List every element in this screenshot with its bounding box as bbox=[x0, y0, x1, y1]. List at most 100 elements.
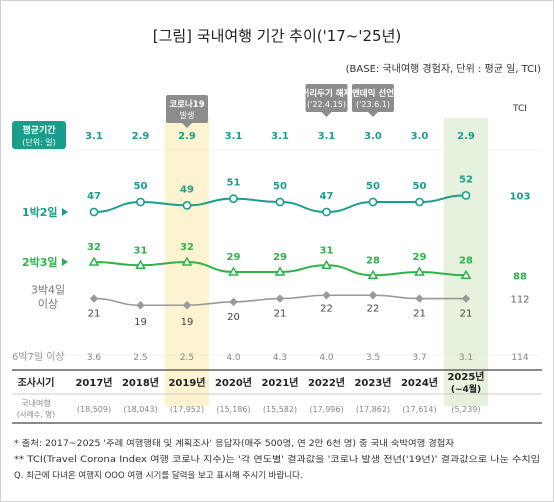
series-point bbox=[229, 194, 238, 204]
data-label: 29 bbox=[413, 252, 427, 263]
event-tag-box bbox=[166, 95, 208, 123]
series-layer: 47 50 49 51 50 47 50 50 52 1박2일 103 32 31 32 29 29 31 28 2… bbox=[22, 174, 530, 328]
x-header: 조사시기 bbox=[18, 376, 55, 389]
data-label: 50 bbox=[273, 181, 287, 192]
event-tag-pointer bbox=[321, 112, 332, 117]
series-tci: 103 bbox=[510, 191, 531, 202]
series-point bbox=[182, 200, 192, 210]
tci-header: TCI bbox=[512, 104, 527, 114]
series-point bbox=[367, 269, 379, 280]
data-label: 21 bbox=[413, 309, 426, 320]
series-point bbox=[321, 259, 332, 270]
avg-value: 3.0 bbox=[364, 131, 382, 142]
series-point bbox=[415, 294, 424, 303]
highlight-layer bbox=[165, 118, 488, 406]
series-tci: 112 bbox=[510, 295, 529, 306]
row6-name: 6박7일 이상 bbox=[12, 351, 65, 363]
tick-label: (~4월) bbox=[451, 383, 481, 395]
row6-value: 3.6 bbox=[87, 353, 102, 363]
sample-value: (17,952) bbox=[170, 405, 204, 414]
series-point bbox=[229, 297, 238, 307]
data-label: 32 bbox=[180, 242, 194, 253]
row6-value: 3.1 bbox=[459, 353, 473, 363]
data-label: 50 bbox=[366, 181, 380, 192]
sample-value: (18,043) bbox=[123, 405, 157, 414]
series-tci: 88 bbox=[513, 271, 527, 282]
data-label: 51 bbox=[227, 178, 241, 189]
avg-value: 3.1 bbox=[318, 131, 336, 142]
data-label: 22 bbox=[320, 303, 333, 314]
sample-value: (17,862) bbox=[356, 405, 390, 414]
data-label: 49 bbox=[180, 184, 194, 195]
event-tag-line1: 거리두기 해제 bbox=[302, 88, 352, 99]
sample-header-line2: (사례수, 명) bbox=[17, 409, 55, 419]
sample-value: (17,996) bbox=[309, 405, 343, 414]
sample-value: (18,509) bbox=[77, 405, 111, 414]
data-label: 52 bbox=[459, 174, 473, 185]
series-point bbox=[136, 301, 145, 310]
event-tag-line1: 엔데믹 선언 bbox=[352, 88, 394, 99]
avg-value: 3.1 bbox=[85, 131, 103, 142]
series-point bbox=[135, 259, 146, 270]
series-point bbox=[415, 197, 424, 207]
data-label: 21 bbox=[88, 309, 101, 320]
data-label: 21 bbox=[460, 309, 473, 320]
table-lines bbox=[12, 149, 542, 424]
series-point bbox=[228, 266, 239, 276]
series-name-arrow bbox=[62, 257, 68, 266]
data-label: 20 bbox=[227, 312, 240, 323]
series-name: 3박4일 bbox=[31, 283, 65, 297]
series-point bbox=[461, 190, 471, 200]
sample-value: (17,614) bbox=[402, 405, 436, 414]
tick-label: 2018년 bbox=[122, 376, 159, 389]
data-label: 47 bbox=[87, 191, 101, 202]
tick-label: 2021년 bbox=[261, 376, 298, 389]
footnotes: * 출처: 2017~2025 '주례 여행행태 및 계획조사' 응답자(매주 … bbox=[14, 438, 540, 481]
chart-subtitle: (BASE: 국내여행 경험자, 단위 : 평균 일, TCI) bbox=[346, 62, 541, 75]
avg-value: 2.9 bbox=[132, 131, 150, 142]
tick-label: 2020년 bbox=[215, 376, 252, 389]
event-tag-line2: 발생 bbox=[180, 110, 195, 120]
tick-label: 2017년 bbox=[75, 376, 112, 389]
row6-tci: 114 bbox=[511, 353, 528, 363]
data-label: 28 bbox=[459, 255, 473, 266]
row6-value: 4.0 bbox=[319, 353, 334, 363]
tick-label: 2019년 bbox=[168, 376, 205, 389]
event-tag-pointer bbox=[368, 112, 378, 117]
row6-value: 4.3 bbox=[273, 353, 287, 363]
chart-title: [그림] 국내여행 기간 추이('17~'25년) bbox=[153, 27, 402, 45]
avg-label-box bbox=[12, 121, 66, 149]
data-label: 29 bbox=[227, 252, 241, 263]
data-label: 21 bbox=[274, 309, 287, 320]
series-point bbox=[368, 197, 378, 207]
footnote-line: ** TCI(Travel Corona Index 여행 코로나 지수)는 '… bbox=[14, 454, 540, 465]
series-point bbox=[88, 256, 100, 266]
event-tag-box bbox=[352, 84, 394, 112]
footnote-line: Q. 최근에 다녀온 여행지 OOO 여행 시기를 달력을 보고 표시해 주시기… bbox=[14, 470, 303, 481]
avg-value: 3.0 bbox=[411, 131, 429, 142]
data-label: 19 bbox=[134, 317, 147, 328]
sample-value: (5,239) bbox=[451, 405, 480, 414]
avg-value: 3.1 bbox=[225, 131, 243, 142]
series-name: 1박2일 bbox=[22, 205, 58, 219]
row6-value: 4.0 bbox=[226, 353, 241, 363]
series-name: 이상 bbox=[38, 298, 58, 311]
data-label: 29 bbox=[273, 252, 287, 263]
data-label: 47 bbox=[320, 191, 334, 202]
data-label: 50 bbox=[134, 181, 148, 192]
series-point bbox=[414, 266, 425, 276]
row6-value: 3.5 bbox=[366, 353, 380, 363]
row6-value: 2.5 bbox=[180, 353, 194, 363]
avg-value: 2.9 bbox=[457, 131, 475, 142]
series-point bbox=[181, 256, 193, 266]
tick-label: 2025년 bbox=[447, 370, 484, 383]
series-point bbox=[461, 294, 471, 303]
tick-label: 2024년 bbox=[401, 376, 438, 389]
data-label: 19 bbox=[181, 317, 194, 328]
footnote-line: * 출처: 2017~2025 '주례 여행행태 및 계획조사' 응답자(매주 … bbox=[14, 438, 454, 449]
event-tag-line2: ('22.4.15) bbox=[307, 100, 346, 109]
row6-value: 2.5 bbox=[133, 353, 147, 363]
series-point bbox=[275, 294, 285, 303]
